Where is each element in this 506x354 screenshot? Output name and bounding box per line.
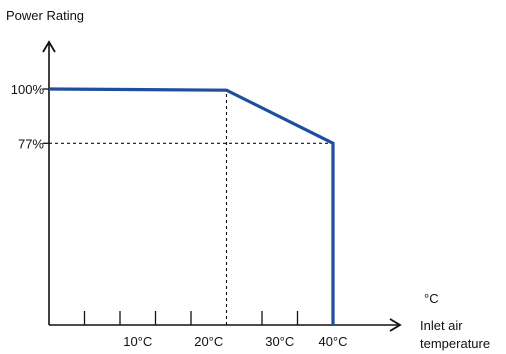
y-axis-title: Power Rating bbox=[6, 8, 84, 23]
y-axis-arrow bbox=[42, 40, 56, 53]
series-layer bbox=[48, 87, 335, 325]
x-tick-label: 20°C bbox=[194, 334, 223, 349]
x-axis-title-line: Inlet air bbox=[420, 318, 463, 333]
axes-layer bbox=[42, 40, 402, 332]
x-tick-label: 10°C bbox=[123, 334, 152, 349]
power-rating-series-line bbox=[48, 87, 335, 325]
x-tick-label: 30°C bbox=[265, 334, 294, 349]
reference-lines-layer bbox=[49, 90, 333, 325]
x-axis-title-line: temperature bbox=[420, 336, 490, 351]
x-axis-arrow bbox=[389, 318, 402, 332]
labels-layer: Power Rating 100% 77% 10°C 20°C 30°C 40°C °C Inl… bbox=[6, 8, 490, 351]
y-tick-label: 100% bbox=[11, 82, 45, 97]
x-axis-unit-label: °C bbox=[424, 291, 439, 306]
x-tick-label: 40°C bbox=[318, 334, 347, 349]
y-tick-label: 77% bbox=[18, 136, 44, 151]
